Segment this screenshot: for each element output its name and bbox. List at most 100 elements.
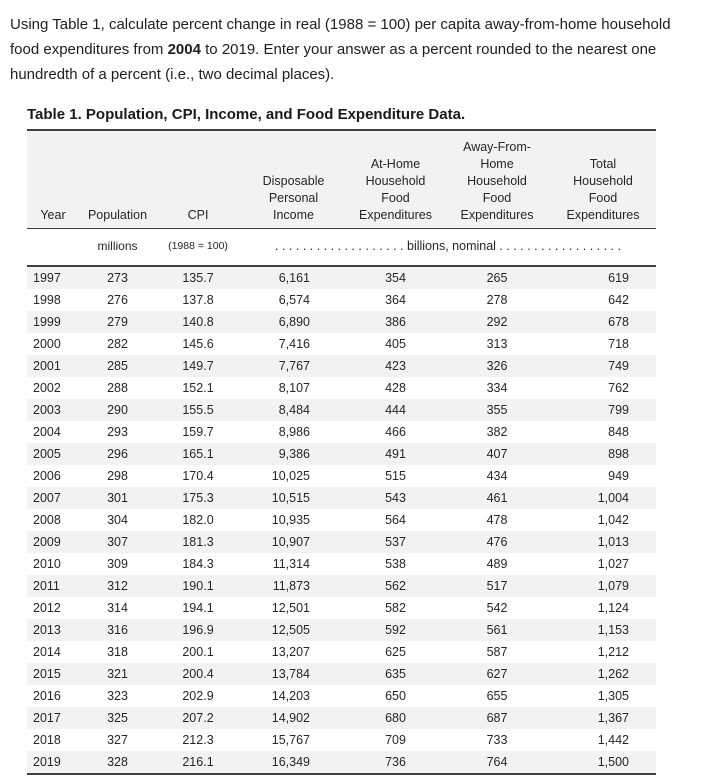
cell-away-from-home-food: 655 (486, 689, 508, 703)
cell-at-home-food: 491 (385, 447, 406, 461)
cell-away-from-home-food: 733 (486, 733, 508, 747)
table-row: 2014 318 200.1 13,207 625 587 1,212 (27, 641, 656, 663)
cell-at-home-food: 386 (385, 315, 406, 329)
cell-at-home-food: 635 (385, 667, 406, 681)
cell-population: 312 (107, 579, 128, 593)
cell-total-food: 1,305 (597, 689, 629, 703)
cell-at-home-food: 680 (385, 711, 406, 725)
cell-population: 321 (107, 667, 128, 681)
cell-population: 293 (107, 425, 128, 439)
cell-away-from-home-food: 407 (486, 447, 508, 461)
cell-away-from-home-food: 489 (486, 557, 508, 571)
cell-disposable-personal-income: 10,515 (271, 491, 310, 505)
cell-year: 2014 (33, 645, 61, 659)
cell-disposable-personal-income: 16,349 (240, 751, 347, 775)
cell-total-food: 1,079 (597, 579, 629, 593)
table-row: 2013 316 196.9 12,505 592 561 1,153 (27, 619, 656, 641)
cell-year: 2013 (33, 623, 61, 637)
cell-population: 307 (107, 535, 128, 549)
header-away-from-home-food-expenditures: Away-From- Home Household Food Expenditu… (444, 129, 550, 229)
cell-at-home-food: 592 (385, 623, 406, 637)
units-row: millions (1988 = 100) . . . . . . . . . … (27, 228, 656, 267)
cell-disposable-personal-income: 10,907 (271, 535, 310, 549)
cell-disposable-personal-income: 14,902 (271, 711, 310, 725)
cell-disposable-personal-income: 12,501 (271, 601, 310, 615)
cell-population: 273 (107, 271, 128, 285)
table-row: 2000 282 145.6 7,416 405 313 718 (27, 333, 656, 355)
cell-population: 301 (107, 491, 128, 505)
cell-population: 314 (107, 601, 128, 615)
cell-at-home-food: 537 (385, 535, 406, 549)
header-total-food-expenditures: Total Household Food Expenditures (550, 129, 656, 229)
cell-cpi: 155.5 (182, 403, 214, 417)
cell-cpi: 194.1 (182, 601, 214, 615)
cell-year: 2008 (33, 513, 61, 527)
table-row: 2008 304 182.0 10,935 564 478 1,042 (27, 509, 656, 531)
cell-population: 325 (107, 711, 128, 725)
cell-cpi: 135.7 (182, 271, 214, 285)
cell-total-food: 1,212 (597, 645, 629, 659)
cell-year: 2002 (33, 381, 61, 395)
cell-away-from-home-food: 265 (486, 271, 508, 285)
table-row: 2003 290 155.5 8,484 444 355 799 (27, 399, 656, 421)
question-text: Using Table 1, calculate percent change … (10, 12, 715, 87)
table-row: 2019 328 216.1 16,349 736 764 1,500 (27, 751, 656, 775)
cell-disposable-personal-income: 7,416 (278, 337, 310, 351)
cell-total-food: 1,004 (597, 491, 629, 505)
table-row: 2004 293 159.7 8,986 466 382 848 (27, 421, 656, 443)
cell-population: 279 (107, 315, 128, 329)
cell-population: 304 (107, 513, 128, 527)
cell-cpi: 145.6 (182, 337, 214, 351)
cell-total-food: 678 (608, 315, 629, 329)
cell-year: 2010 (33, 557, 61, 571)
cell-cpi: 137.8 (182, 293, 214, 307)
cell-disposable-personal-income: 13,784 (271, 667, 310, 681)
cell-population: 296 (107, 447, 128, 461)
cell-population: 282 (107, 337, 128, 351)
table-1-section: Table 1. Population, CPI, Income, and Fo… (27, 106, 656, 775)
table-row: 2006 298 170.4 10,025 515 434 949 (27, 465, 656, 487)
table-row: 1997 273 135.7 6,161 354 265 619 (27, 266, 656, 289)
cell-total-food: 749 (608, 359, 629, 373)
cell-away-from-home-food: 561 (486, 623, 508, 637)
cell-at-home-food: 582 (385, 601, 406, 615)
cell-at-home-food: 650 (385, 689, 406, 703)
table-row: 2011 312 190.1 11,873 562 517 1,079 (27, 575, 656, 597)
cell-at-home-food: 466 (385, 425, 406, 439)
page: Using Table 1, calculate percent change … (0, 12, 715, 775)
cell-disposable-personal-income: 12,505 (271, 623, 310, 637)
cell-at-home-food: 564 (385, 513, 406, 527)
cell-away-from-home-food: 476 (486, 535, 508, 549)
cell-year: 2005 (33, 447, 61, 461)
cell-disposable-personal-income: 6,890 (278, 315, 310, 329)
header-population: Population (79, 129, 156, 229)
table-row: 2001 285 149.7 7,767 423 326 749 (27, 355, 656, 377)
cell-disposable-personal-income: 10,025 (271, 469, 310, 483)
cell-cpi: 200.1 (182, 645, 214, 659)
cell-away-from-home-food: 764 (444, 751, 550, 775)
data-table: Year Population CPI Disposable Personal … (27, 129, 656, 775)
cell-away-from-home-food: 478 (486, 513, 508, 527)
cell-total-food: 1,124 (597, 601, 629, 615)
cell-away-from-home-food: 517 (486, 579, 508, 593)
table-row: 2017 325 207.2 14,902 680 687 1,367 (27, 707, 656, 729)
cell-year: 2017 (33, 711, 61, 725)
cell-at-home-food: 423 (385, 359, 406, 373)
cell-total-food: 642 (608, 293, 629, 307)
cell-away-from-home-food: 355 (486, 403, 508, 417)
cell-away-from-home-food: 542 (486, 601, 508, 615)
cell-disposable-personal-income: 14,203 (271, 689, 310, 703)
cell-year: 2012 (33, 601, 61, 615)
table-row: 1998 276 137.8 6,574 364 278 642 (27, 289, 656, 311)
table-row: 2015 321 200.4 13,784 635 627 1,262 (27, 663, 656, 685)
units-cpi: (1988 = 100) (156, 228, 240, 267)
cell-cpi: 181.3 (182, 535, 214, 549)
table-row: 1999 279 140.8 6,890 386 292 678 (27, 311, 656, 333)
cell-at-home-food: 543 (385, 491, 406, 505)
cell-population: 316 (107, 623, 128, 637)
cell-cpi: 216.1 (156, 751, 240, 775)
cell-cpi: 200.4 (182, 667, 214, 681)
cell-cpi: 170.4 (182, 469, 214, 483)
cell-total-food: 1,153 (597, 623, 629, 637)
cell-cpi: 202.9 (182, 689, 214, 703)
